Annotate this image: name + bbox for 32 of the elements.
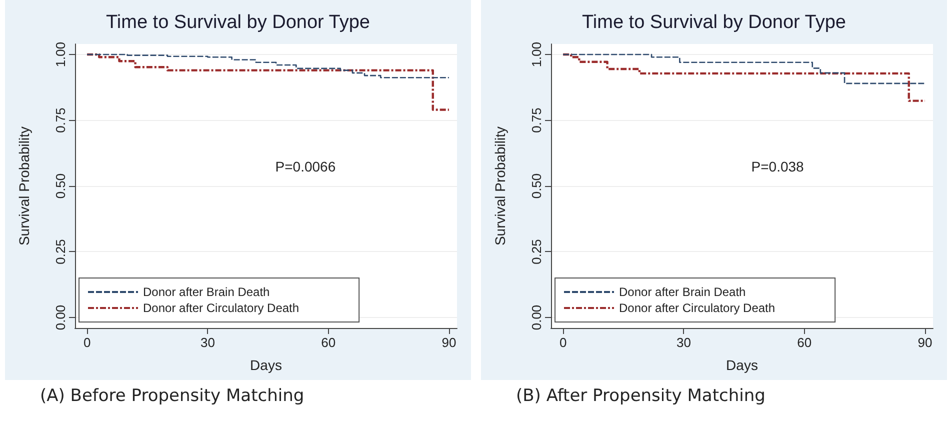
x-tick-label: 30	[676, 335, 691, 350]
y-tick-label: 1.00	[53, 42, 68, 68]
y-tick-label: 0.50	[529, 173, 544, 199]
x-axis-title: Days	[726, 357, 758, 373]
x-tick-label: 90	[442, 335, 456, 350]
y-tick-label: 0.00	[529, 304, 544, 330]
y-tick-label: 1.00	[529, 42, 544, 68]
x-tick-label: 60	[797, 335, 812, 350]
y-tick-label: 0.50	[53, 173, 68, 199]
y-tick-label: 0.75	[529, 108, 544, 133]
legend-label: Donor after Circulatory Death	[619, 301, 776, 315]
annotation: P=0.0066	[275, 158, 336, 175]
x-axis-title: Days	[250, 357, 282, 373]
x-tick-label: 90	[918, 335, 932, 350]
legend-label: Donor after Brain Death	[143, 285, 270, 299]
x-tick-label: 0	[559, 335, 567, 350]
text: (A) Before Propensity Matching	[39, 386, 306, 406]
y-tick-label: 0.25	[53, 239, 68, 264]
x-tick-label: 60	[321, 335, 336, 350]
chart-title: Time to Survival by Donor Type	[582, 12, 846, 33]
chart-title: Time to Survival by Donor Type	[106, 12, 370, 33]
annotation: P=0.038	[751, 158, 804, 175]
y-axis-title: Survival Probability	[492, 126, 508, 246]
x-tick-label: 30	[200, 335, 215, 350]
x-tick-label: 0	[83, 335, 91, 350]
y-tick-label: 0.00	[53, 304, 68, 330]
legend-label: Donor after Brain Death	[619, 285, 746, 299]
y-tick-label: 0.25	[529, 239, 544, 264]
y-tick-label: 0.75	[53, 108, 68, 133]
legend-label: Donor after Circulatory Death	[143, 301, 300, 315]
text: (B) After Propensity Matching	[515, 386, 766, 406]
y-axis-title: Survival Probability	[16, 126, 32, 246]
